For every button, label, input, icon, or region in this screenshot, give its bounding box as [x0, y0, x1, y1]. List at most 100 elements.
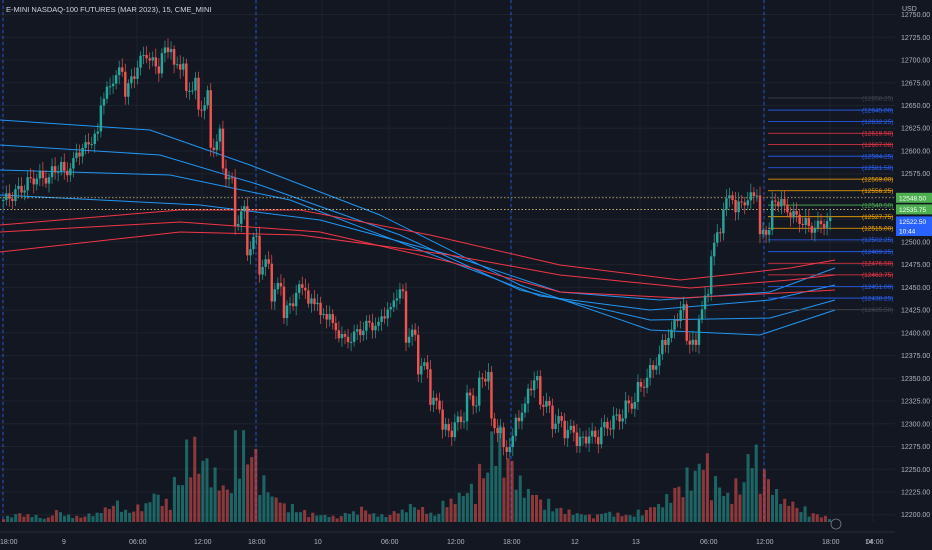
candle-body — [252, 236, 255, 250]
candle-body — [246, 206, 249, 256]
candle-body — [221, 128, 225, 169]
candle-body — [453, 422, 457, 438]
volume-bar — [400, 509, 404, 522]
candle-body — [520, 412, 524, 422]
volume-bar — [734, 478, 738, 522]
candle-body — [792, 210, 795, 218]
volume-bar — [274, 497, 278, 522]
volume-bar — [473, 503, 478, 522]
candle-body — [511, 435, 515, 448]
volume-bar — [242, 430, 246, 522]
candle-body — [804, 218, 807, 225]
candle-body — [590, 430, 594, 437]
candle-body — [487, 371, 490, 382]
volume-bar — [107, 509, 111, 522]
volume-bar — [714, 476, 718, 522]
volume-bar — [205, 458, 209, 522]
candle-body — [700, 309, 704, 320]
volume-bar — [486, 472, 490, 522]
volume-bar — [87, 513, 91, 522]
volume-bar — [453, 504, 457, 522]
candle-body — [636, 382, 640, 402]
price-level-label: (12489.25) — [862, 249, 893, 256]
candle-body — [606, 422, 609, 429]
candle-body — [304, 287, 307, 291]
candle-body — [297, 284, 301, 293]
price-level-label: (12645.00) — [862, 107, 893, 114]
y-tick-label: 12750.00 — [901, 12, 930, 19]
volume-bar — [79, 517, 83, 522]
candle-body — [825, 221, 829, 229]
candle-body — [191, 90, 194, 92]
volume-bar — [433, 515, 437, 522]
candle-body — [212, 147, 215, 151]
candle-body — [459, 416, 463, 423]
volume-bar — [103, 507, 107, 522]
candle-body — [563, 420, 566, 439]
y-tick-label: 12575.00 — [901, 171, 930, 178]
volume-bar — [795, 507, 799, 522]
candle-body — [621, 418, 624, 422]
candle-body — [536, 376, 539, 381]
volume-bar — [75, 515, 79, 522]
x-tick-label: 04:00 — [866, 539, 884, 546]
price-level-label: (12502.25) — [862, 237, 893, 244]
volume-bar — [355, 514, 360, 522]
volume-bar — [502, 477, 506, 522]
volume-bar — [181, 485, 185, 522]
candle-body — [435, 397, 438, 401]
volume-bar — [38, 517, 42, 522]
candle-body — [294, 292, 298, 307]
volume-bar — [148, 502, 152, 522]
candle-body — [618, 414, 621, 422]
candle-body — [807, 218, 811, 226]
candle-body — [145, 55, 148, 59]
candle-body — [197, 77, 200, 110]
candle-body — [362, 330, 365, 336]
volume-bar — [2, 519, 6, 522]
candle-body — [603, 422, 606, 428]
volume-bar — [620, 516, 624, 522]
candle-body — [78, 152, 81, 157]
y-tick-label: 12300.00 — [901, 421, 930, 428]
candle-body — [38, 170, 42, 179]
volume-bar — [604, 512, 608, 522]
price-tag-label: 12522.50 — [899, 219, 926, 226]
candle-body — [111, 83, 115, 87]
y-tick-label: 12350.00 — [901, 376, 930, 383]
volume-bar — [437, 513, 441, 522]
candle-body — [777, 201, 780, 207]
candle-body — [731, 195, 734, 200]
volume-bar — [299, 512, 303, 522]
candle-body — [310, 298, 313, 304]
candle-body — [423, 362, 426, 366]
candle-body — [688, 340, 692, 345]
candle-body — [230, 177, 234, 179]
volume-bar — [132, 511, 136, 522]
candle-body — [667, 337, 670, 345]
candle-body — [215, 141, 219, 151]
price-level-label: (12451.00) — [862, 284, 893, 291]
candle-body — [23, 190, 26, 193]
volume-bar — [10, 517, 14, 522]
candle-body — [551, 405, 554, 429]
volume-bar — [661, 507, 665, 522]
volume-bar — [705, 453, 709, 522]
volume-bar — [628, 515, 632, 522]
candle-body — [673, 320, 676, 330]
volume-bar — [266, 492, 270, 522]
volume-bar — [144, 503, 148, 522]
candle-body — [17, 185, 20, 190]
candle-body — [374, 325, 377, 331]
volume-bar — [677, 486, 681, 522]
candle-body — [734, 199, 737, 213]
volume-bar — [246, 464, 250, 522]
volume-bar — [408, 503, 412, 522]
candle-body — [346, 336, 350, 343]
candle-body — [355, 329, 359, 332]
candle-body — [648, 365, 652, 378]
price-tag — [896, 216, 932, 227]
volume-bar — [579, 514, 583, 522]
volume-bar — [718, 487, 722, 522]
